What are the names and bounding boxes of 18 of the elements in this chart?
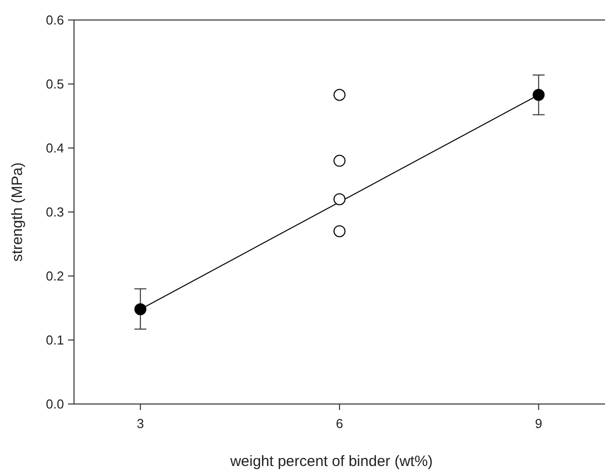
y-tick-label: 0.6: [46, 12, 64, 28]
y-tick-label: 0.2: [46, 268, 64, 284]
y-tick-label: 0.3: [46, 204, 64, 220]
point: [334, 193, 346, 206]
point: [334, 88, 346, 101]
y-tick-label: 0.0: [46, 396, 64, 412]
y-tick-label: 0.5: [46, 76, 64, 92]
x-axis-title: weight percent of binder (wt%): [229, 453, 433, 470]
y-tick-label: 0.4: [46, 140, 64, 156]
point: [334, 225, 346, 238]
y-tick-label: 0.1: [46, 332, 64, 348]
y-axis-title: strength (MPa): [9, 162, 26, 262]
point: [532, 88, 545, 101]
x-tick-label: 3: [136, 416, 144, 431]
x-tick-label: 9: [535, 416, 542, 431]
x-tick-label: 6: [336, 416, 344, 431]
point: [334, 154, 346, 167]
point: [134, 303, 146, 316]
